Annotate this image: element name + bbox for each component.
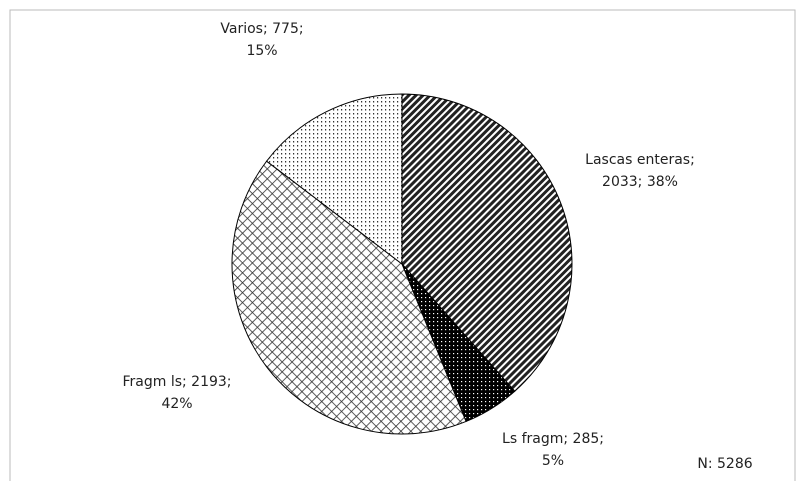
chart-frame [9,9,796,481]
data-label: Ls fragm; 285; 5% [502,431,604,469]
data-label: Lascas enteras; 2033; 38% [585,152,695,190]
data-label: Fragm ls; 2193; 42% [122,374,231,412]
annotation: N: 5286 [697,456,752,472]
pie-slice [401,93,573,392]
pie-slice [231,160,467,435]
pie-slice [265,93,403,266]
data-label: Varios; 775; 15% [220,21,303,59]
